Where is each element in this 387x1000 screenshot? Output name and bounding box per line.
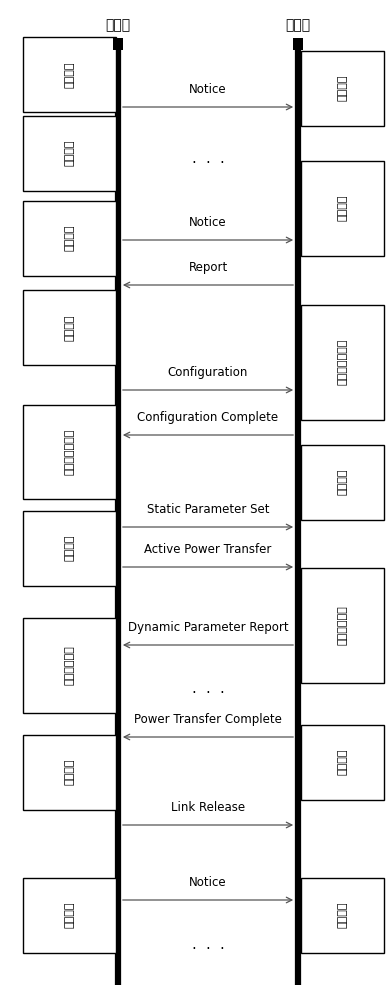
Bar xyxy=(23,404,116,499)
Text: 通知状态: 通知状态 xyxy=(65,315,75,341)
Bar xyxy=(301,568,384,682)
Text: 连接状态: 连接状态 xyxy=(65,535,75,561)
Text: Configuration Complete: Configuration Complete xyxy=(137,411,279,424)
Text: Power Transfer Complete: Power Transfer Complete xyxy=(134,713,282,726)
Text: 能量传输状态: 能量传输状态 xyxy=(65,645,75,685)
Text: 空闲状态: 空闲状态 xyxy=(65,225,75,251)
Bar xyxy=(23,878,116,952)
Bar xyxy=(23,115,116,190)
Text: Static Parameter Set: Static Parameter Set xyxy=(147,503,269,516)
Text: 能量传输重调: 能量传输重调 xyxy=(338,605,348,645)
Bar xyxy=(23,290,116,365)
Bar xyxy=(301,50,384,125)
Text: 空闲状态: 空闲状态 xyxy=(338,902,348,928)
Bar xyxy=(301,444,384,519)
Text: 空闲状态: 空闲状态 xyxy=(338,75,348,101)
Text: 空闲状态: 空闲状态 xyxy=(65,62,75,88)
Text: Notice: Notice xyxy=(189,83,227,96)
Text: 搜索状态: 搜索状态 xyxy=(338,195,348,221)
Text: ·  ·  ·: · · · xyxy=(192,942,224,957)
Text: Dynamic Parameter Report: Dynamic Parameter Report xyxy=(128,621,288,634)
Text: Link Release: Link Release xyxy=(171,801,245,814)
Bar xyxy=(23,510,116,585)
Text: ·  ·  ·: · · · xyxy=(192,155,224,170)
Text: 连接状态: 连接状态 xyxy=(338,469,348,495)
Bar xyxy=(23,617,116,712)
Text: Report: Report xyxy=(188,261,228,274)
Bar xyxy=(301,304,384,420)
Text: Notice: Notice xyxy=(189,876,227,889)
Bar xyxy=(293,38,303,50)
Bar xyxy=(113,38,123,50)
Text: 识别配置与协议: 识别配置与协议 xyxy=(338,339,348,385)
Text: 通知状态: 通知状态 xyxy=(65,140,75,166)
Text: Active Power Transfer: Active Power Transfer xyxy=(144,543,272,556)
Text: Configuration: Configuration xyxy=(168,366,248,379)
Text: 连接状态: 连接状态 xyxy=(65,759,75,785)
Text: 连接状态: 连接状态 xyxy=(338,749,348,775)
Text: 空闲状态: 空闲状态 xyxy=(65,902,75,928)
Bar xyxy=(301,160,384,255)
Bar xyxy=(23,37,116,112)
Text: 发射端: 发射端 xyxy=(106,18,130,32)
Bar xyxy=(23,734,116,810)
Bar xyxy=(23,200,116,275)
Text: Notice: Notice xyxy=(189,216,227,229)
Text: 接收端: 接收端 xyxy=(286,18,310,32)
Bar xyxy=(301,724,384,800)
Text: 识别与配置状态: 识别与配置状态 xyxy=(65,429,75,475)
Text: ·  ·  ·: · · · xyxy=(192,686,224,700)
Bar xyxy=(301,878,384,952)
